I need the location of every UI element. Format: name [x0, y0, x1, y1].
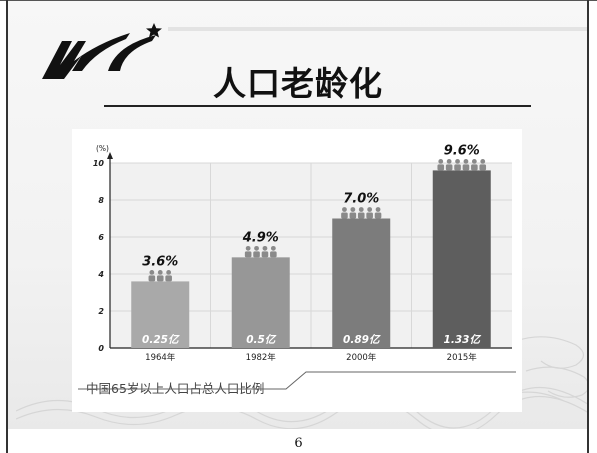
person-icon	[270, 251, 277, 258]
person-icon	[156, 275, 164, 282]
person-icon	[471, 164, 478, 171]
person-icon	[367, 207, 373, 212]
bar	[332, 218, 391, 348]
person-icon	[253, 251, 260, 258]
bar	[231, 257, 290, 348]
person-icon	[437, 164, 445, 171]
page-number: 6	[294, 436, 303, 451]
person-icon	[471, 159, 477, 164]
person-icon	[375, 207, 381, 212]
bar-inner-label: 0.25亿	[142, 333, 180, 346]
value-label: 7.0%	[343, 192, 379, 207]
bar-inner-label: 0.5亿	[246, 333, 277, 346]
company-logo	[42, 23, 162, 79]
person-icon	[480, 159, 486, 164]
person-icon	[366, 212, 373, 219]
bar	[432, 170, 491, 348]
bar-chart: (%) 0 2 4 6 8 10 3.6% 0.25亿 1964年 4.9% 0.5亿 1982年 7.0…	[93, 143, 512, 363]
person-icon	[254, 245, 259, 251]
person-icon	[270, 245, 276, 251]
person-icon	[438, 159, 444, 164]
person-icon	[165, 275, 172, 282]
person-icon	[350, 207, 356, 212]
person-icon	[148, 275, 156, 282]
y-tick-label: 8	[98, 196, 104, 205]
frame-top-border	[0, 0, 597, 1]
x-tick-label: 1964年	[145, 352, 176, 363]
person-icon	[446, 159, 452, 164]
y-axis-label: (%)	[96, 144, 109, 153]
bar-inner-label: 0.89亿	[343, 333, 381, 346]
person-icon	[463, 159, 469, 164]
chart-panel: (%) 0 2 4 6 8 10 3.6% 0.25亿 1964年 4.9% 0.5亿 1982年 7.0…	[72, 129, 522, 412]
value-label: 3.6%	[142, 254, 178, 269]
person-icon	[261, 251, 269, 258]
y-tick-label: 10	[93, 159, 105, 168]
person-icon	[454, 164, 461, 171]
bar-inner-label: 1.33亿	[444, 333, 482, 346]
person-icon	[342, 207, 347, 212]
title-underline	[104, 105, 531, 107]
person-icon	[357, 212, 365, 219]
value-label: 9.6%	[444, 143, 480, 158]
person-icon	[166, 270, 172, 275]
person-icon	[358, 207, 364, 212]
person-icon	[157, 270, 163, 275]
x-tick-label: 1982年	[246, 352, 277, 363]
y-tick-label: 0	[98, 344, 104, 353]
person-icon	[245, 245, 251, 251]
person-icon	[341, 212, 348, 219]
y-tick-label: 4	[97, 270, 104, 279]
y-axis-arrow	[107, 152, 113, 159]
y-tick-label: 2	[98, 307, 104, 316]
frame-left-border	[6, 0, 8, 453]
caption-bracket	[78, 371, 516, 390]
frame-right-border	[587, 0, 589, 453]
person-icon	[455, 159, 460, 164]
person-icon	[445, 164, 453, 171]
person-icon	[349, 212, 357, 219]
person-icon	[479, 164, 487, 171]
person-icon	[244, 251, 252, 258]
value-label: 4.9%	[242, 230, 279, 245]
person-icon	[374, 212, 382, 219]
person-icon	[149, 270, 155, 275]
y-tick-label: 6	[98, 233, 104, 242]
x-tick-label: 2000年	[346, 352, 377, 363]
person-icon	[462, 164, 470, 171]
x-tick-label: 2015年	[447, 352, 478, 363]
header-bar	[168, 27, 587, 31]
person-icon	[262, 245, 268, 251]
page-title: 人口老龄化	[213, 64, 383, 103]
slide: 人口老龄化 (%) 0 2 4 6 8 10 3.6% 0.25亿 1964年 4.9% 0.5亿 19…	[8, 1, 587, 429]
bar	[131, 281, 190, 348]
